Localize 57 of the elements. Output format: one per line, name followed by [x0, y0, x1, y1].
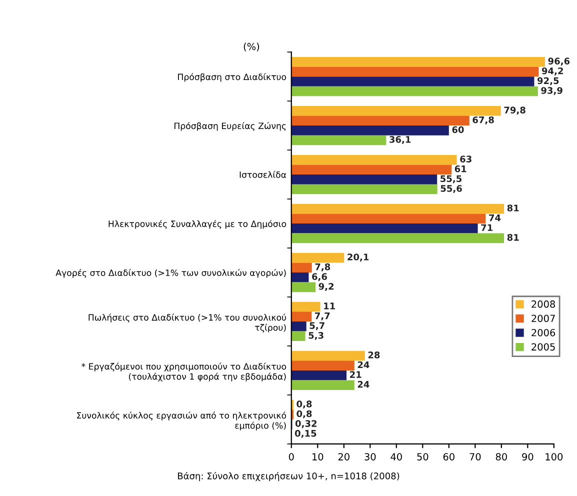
- data-label: 63: [460, 156, 472, 162]
- data-label: 93,9: [541, 87, 562, 96]
- data-label: 6,6: [312, 273, 327, 282]
- data-label: 60: [452, 126, 464, 134]
- data-label: 71: [481, 224, 493, 231]
- data-label: 7,7: [314, 312, 330, 320]
- data-label: 0,32: [295, 420, 316, 428]
- y-tick-label: Ιστοσελίδα: [240, 170, 286, 178]
- data-label: 0,8: [296, 410, 312, 418]
- data-label: 5,7: [310, 322, 324, 330]
- data-label: 24: [358, 361, 370, 368]
- y-tick-label: Πωλήσεις στο Διαδίκτυο (>1% του συνολικού τζίρου): [88, 314, 286, 332]
- data-label: 81: [507, 234, 519, 241]
- x-tick-label: 10: [312, 453, 324, 460]
- y-tick-label: Συνολικός κύκλος εργασιών από το ηλεκτρονικό εμπόριο (%): [77, 412, 286, 430]
- data-label: 55,6: [440, 185, 462, 193]
- legend-label: 2007: [532, 314, 555, 322]
- legend-label: 2006: [532, 328, 556, 336]
- y-tick-label: * Εργαζόμενοι που χρησιμοποιούν το Διαδίκτυο (τουλάχιστον 1 φορά την εβδομάδα): [82, 362, 286, 382]
- data-label: 0,8: [296, 400, 312, 409]
- legend-label: 2008: [532, 300, 556, 308]
- data-label: 67,8: [472, 116, 494, 124]
- y-tick-label: Αγορές στο Διαδίκτυο (>1% των συνολικών αγορών): [56, 269, 286, 278]
- data-label: 61: [454, 165, 466, 172]
- x-tick-label: 0: [288, 453, 294, 460]
- data-label: 79,8: [504, 106, 526, 115]
- x-tick-label: 50: [417, 453, 428, 460]
- data-label: 9,2: [318, 282, 334, 291]
- data-label: 81: [507, 204, 519, 212]
- data-label: 94,2: [542, 67, 563, 76]
- x-tick-label: 90: [522, 453, 534, 460]
- y-tick-label: Πρόσβαση Ευρείας Ζώνης: [174, 122, 286, 131]
- data-label: 0,15: [294, 430, 316, 438]
- data-label: 96,6: [548, 58, 570, 66]
- y-tick-label: Πρόσβαση στο Διαδίκτυο: [178, 73, 286, 82]
- data-label: 36,1: [390, 136, 411, 144]
- chart-title: (%): [244, 42, 260, 52]
- x-tick-label: 30: [364, 453, 376, 460]
- y-tick-label: Ηλεκτρονικές Συναλλαγές με το Δημόσιο: [108, 220, 286, 229]
- x-tick-label: 20: [338, 453, 350, 460]
- data-label: 55,5: [440, 175, 462, 184]
- data-label: 7,8: [315, 263, 330, 272]
- data-label: 28: [368, 352, 380, 358]
- x-tick-label: 60: [443, 453, 454, 460]
- x-tick-label: 40: [390, 453, 402, 460]
- data-label: 20,1: [348, 254, 369, 262]
- data-label: 24: [358, 380, 370, 388]
- x-tick-label: 70: [470, 453, 481, 460]
- x-tick-label: 80: [496, 453, 507, 460]
- data-label: 92,5: [537, 77, 559, 86]
- legend-label: 2005: [532, 343, 555, 351]
- data-label: 21: [350, 371, 362, 378]
- data-label: 11: [324, 302, 335, 310]
- x-tick-label: 100: [546, 453, 563, 460]
- data-label: 5,3: [308, 332, 324, 340]
- data-label: 74: [489, 214, 501, 222]
- text: Βάση: Σύνολο επιχειρήσεων 10+, n=1018 (2008): [178, 472, 400, 482]
